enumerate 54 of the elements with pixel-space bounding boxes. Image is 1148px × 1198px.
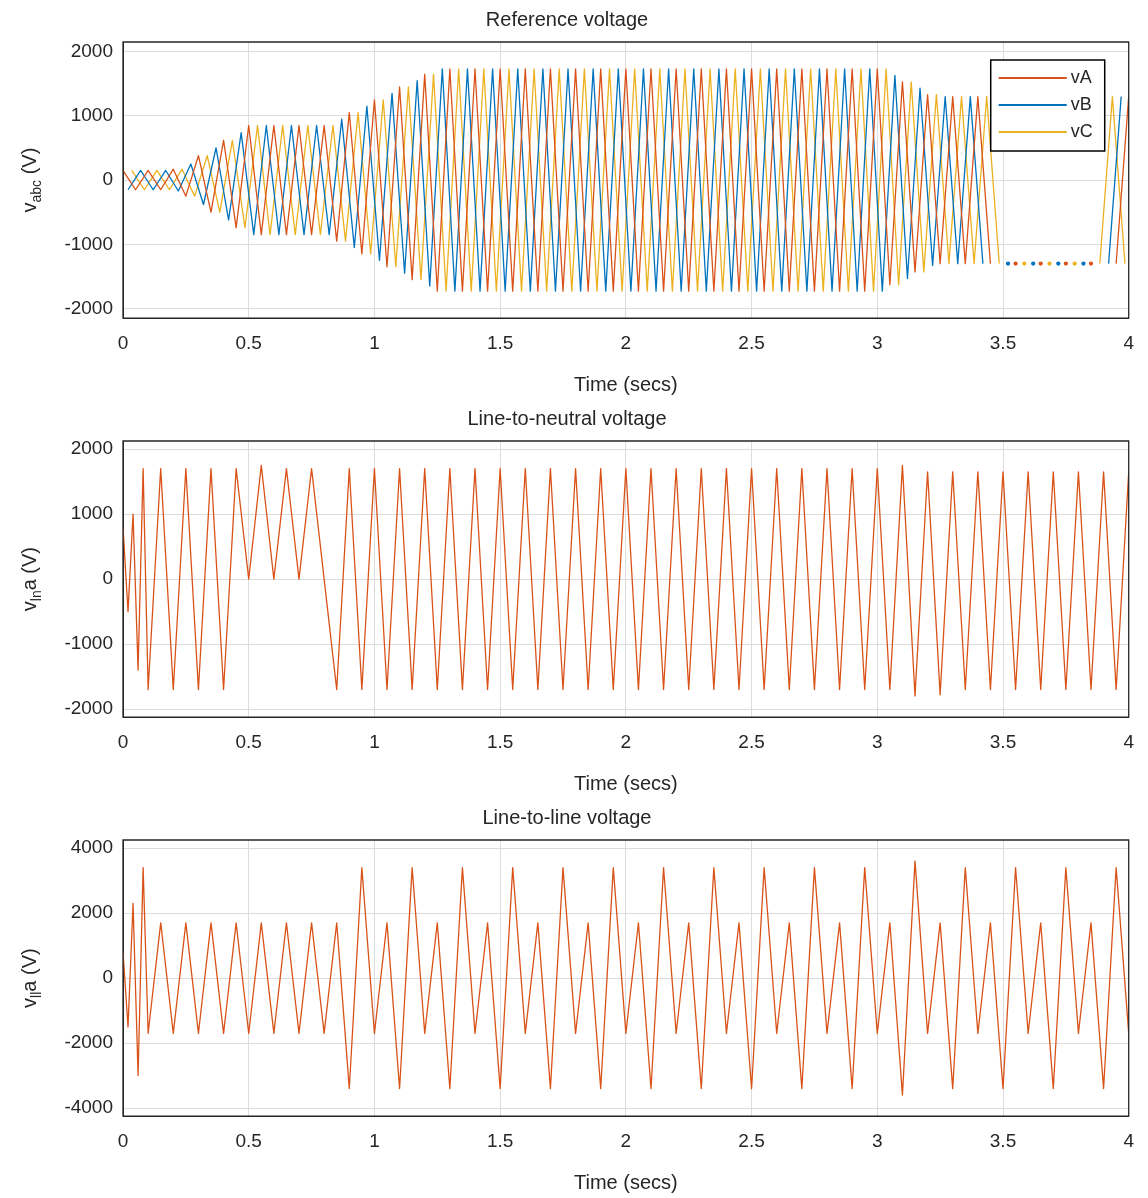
y-tick-label: 2000 xyxy=(70,901,113,923)
x-tick-label: 2 xyxy=(620,331,632,353)
x-axis-title: Time (secs) xyxy=(574,372,678,395)
x-tick-label: 0 xyxy=(117,1129,129,1151)
x-tick-label: 2 xyxy=(620,730,632,752)
x-tick-label: 3.5 xyxy=(989,730,1017,752)
x-tick-label: 1 xyxy=(369,331,380,353)
x-axis-title: Time (secs) xyxy=(574,771,678,794)
x-axis-title: Time (secs) xyxy=(574,1170,678,1193)
y-tick-label: 0 xyxy=(102,168,113,190)
chart-title: Line-to-neutral voltage xyxy=(467,406,667,429)
legend-label: vA xyxy=(1070,66,1092,87)
x-tick-label: 2.5 xyxy=(738,331,765,353)
x-tick-label: 0 xyxy=(117,730,129,752)
chart-title: Reference voltage xyxy=(485,7,649,30)
y-tick-label: -1000 xyxy=(64,232,113,254)
chart-title: Line-to-line voltage xyxy=(482,805,652,828)
x-tick-label: 2.5 xyxy=(738,730,765,752)
legend-label: vC xyxy=(1070,120,1093,141)
y-tick-label: -4000 xyxy=(64,1096,113,1118)
x-tick-label: 1.5 xyxy=(486,1129,514,1151)
y-tick-label: -2000 xyxy=(64,697,113,719)
x-tick-label: 0.5 xyxy=(235,331,262,353)
y-tick-label: -1000 xyxy=(64,632,113,654)
y-tick-label: 0 xyxy=(102,966,113,988)
x-tick-label: 1.5 xyxy=(486,331,514,353)
y-tick-label: 2000 xyxy=(70,39,113,61)
x-tick-label: 1.5 xyxy=(486,730,514,752)
x-tick-label: 3.5 xyxy=(989,331,1017,353)
x-tick-label: 0 xyxy=(117,331,129,353)
y-tick-label: 1000 xyxy=(70,104,113,126)
y-tick-label: 4000 xyxy=(70,836,113,858)
y-tick-label: -2000 xyxy=(64,1031,113,1053)
y-tick-label: 2000 xyxy=(70,437,113,459)
x-tick-label: 4 xyxy=(1123,730,1135,752)
y-tick-label: -2000 xyxy=(64,296,113,318)
legend-label: vB xyxy=(1070,93,1092,114)
y-tick-label: 1000 xyxy=(70,502,113,524)
x-tick-label: 1 xyxy=(369,730,380,752)
x-tick-label: 0.5 xyxy=(235,1129,262,1151)
x-tick-label: 4 xyxy=(1123,1129,1135,1151)
x-tick-label: 2 xyxy=(620,1129,632,1151)
y-tick-label: 0 xyxy=(102,567,113,589)
x-tick-label: 2.5 xyxy=(738,1129,765,1151)
x-tick-label: 0.5 xyxy=(235,730,262,752)
x-tick-label: 3.5 xyxy=(989,1129,1017,1151)
x-tick-label: 3 xyxy=(872,1129,883,1151)
x-tick-label: 3 xyxy=(872,730,883,752)
x-tick-label: 1 xyxy=(369,1129,380,1151)
y-axis-title: vlla (V) xyxy=(17,948,44,1008)
y-axis-title: vlna (V) xyxy=(17,546,44,612)
x-tick-label: 3 xyxy=(872,331,883,353)
y-axis-title: vabc (V) xyxy=(17,147,44,213)
x-tick-label: 4 xyxy=(1123,331,1135,353)
